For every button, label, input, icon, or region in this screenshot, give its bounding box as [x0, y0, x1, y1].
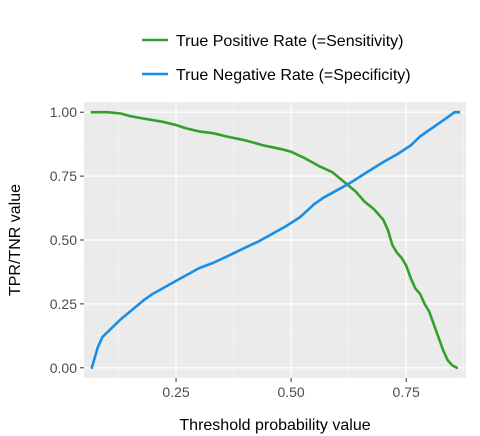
y-tick-label: 0.25 [50, 296, 77, 312]
y-axis-title: TPR/TNR value [7, 184, 24, 296]
x-axis: 0.25 0.50 0.75 [162, 378, 420, 400]
legend-label: True Negative Rate (=Specificity) [176, 67, 411, 84]
y-tick-label: 0.75 [50, 168, 77, 184]
legend: True Positive Rate (=Sensitivity) True Ne… [142, 33, 411, 84]
y-axis: 0.00 0.25 0.50 0.75 1.00 [50, 104, 84, 376]
series-line-tpr [90, 110, 459, 370]
x-tick-label: 0.25 [162, 384, 189, 400]
y-tick-label: 1.00 [50, 104, 77, 120]
x-tick-label: 0.75 [393, 384, 420, 400]
x-axis-title: Threshold probability value [179, 417, 370, 434]
legend-label: True Positive Rate (=Sensitivity) [176, 33, 403, 50]
series-lines [90, 110, 461, 370]
series-line-tnr [90, 110, 461, 370]
x-tick-label: 0.50 [277, 384, 304, 400]
grid-lines [84, 102, 466, 378]
y-tick-label: 0.50 [50, 232, 77, 248]
y-tick-label: 0.00 [50, 360, 77, 376]
